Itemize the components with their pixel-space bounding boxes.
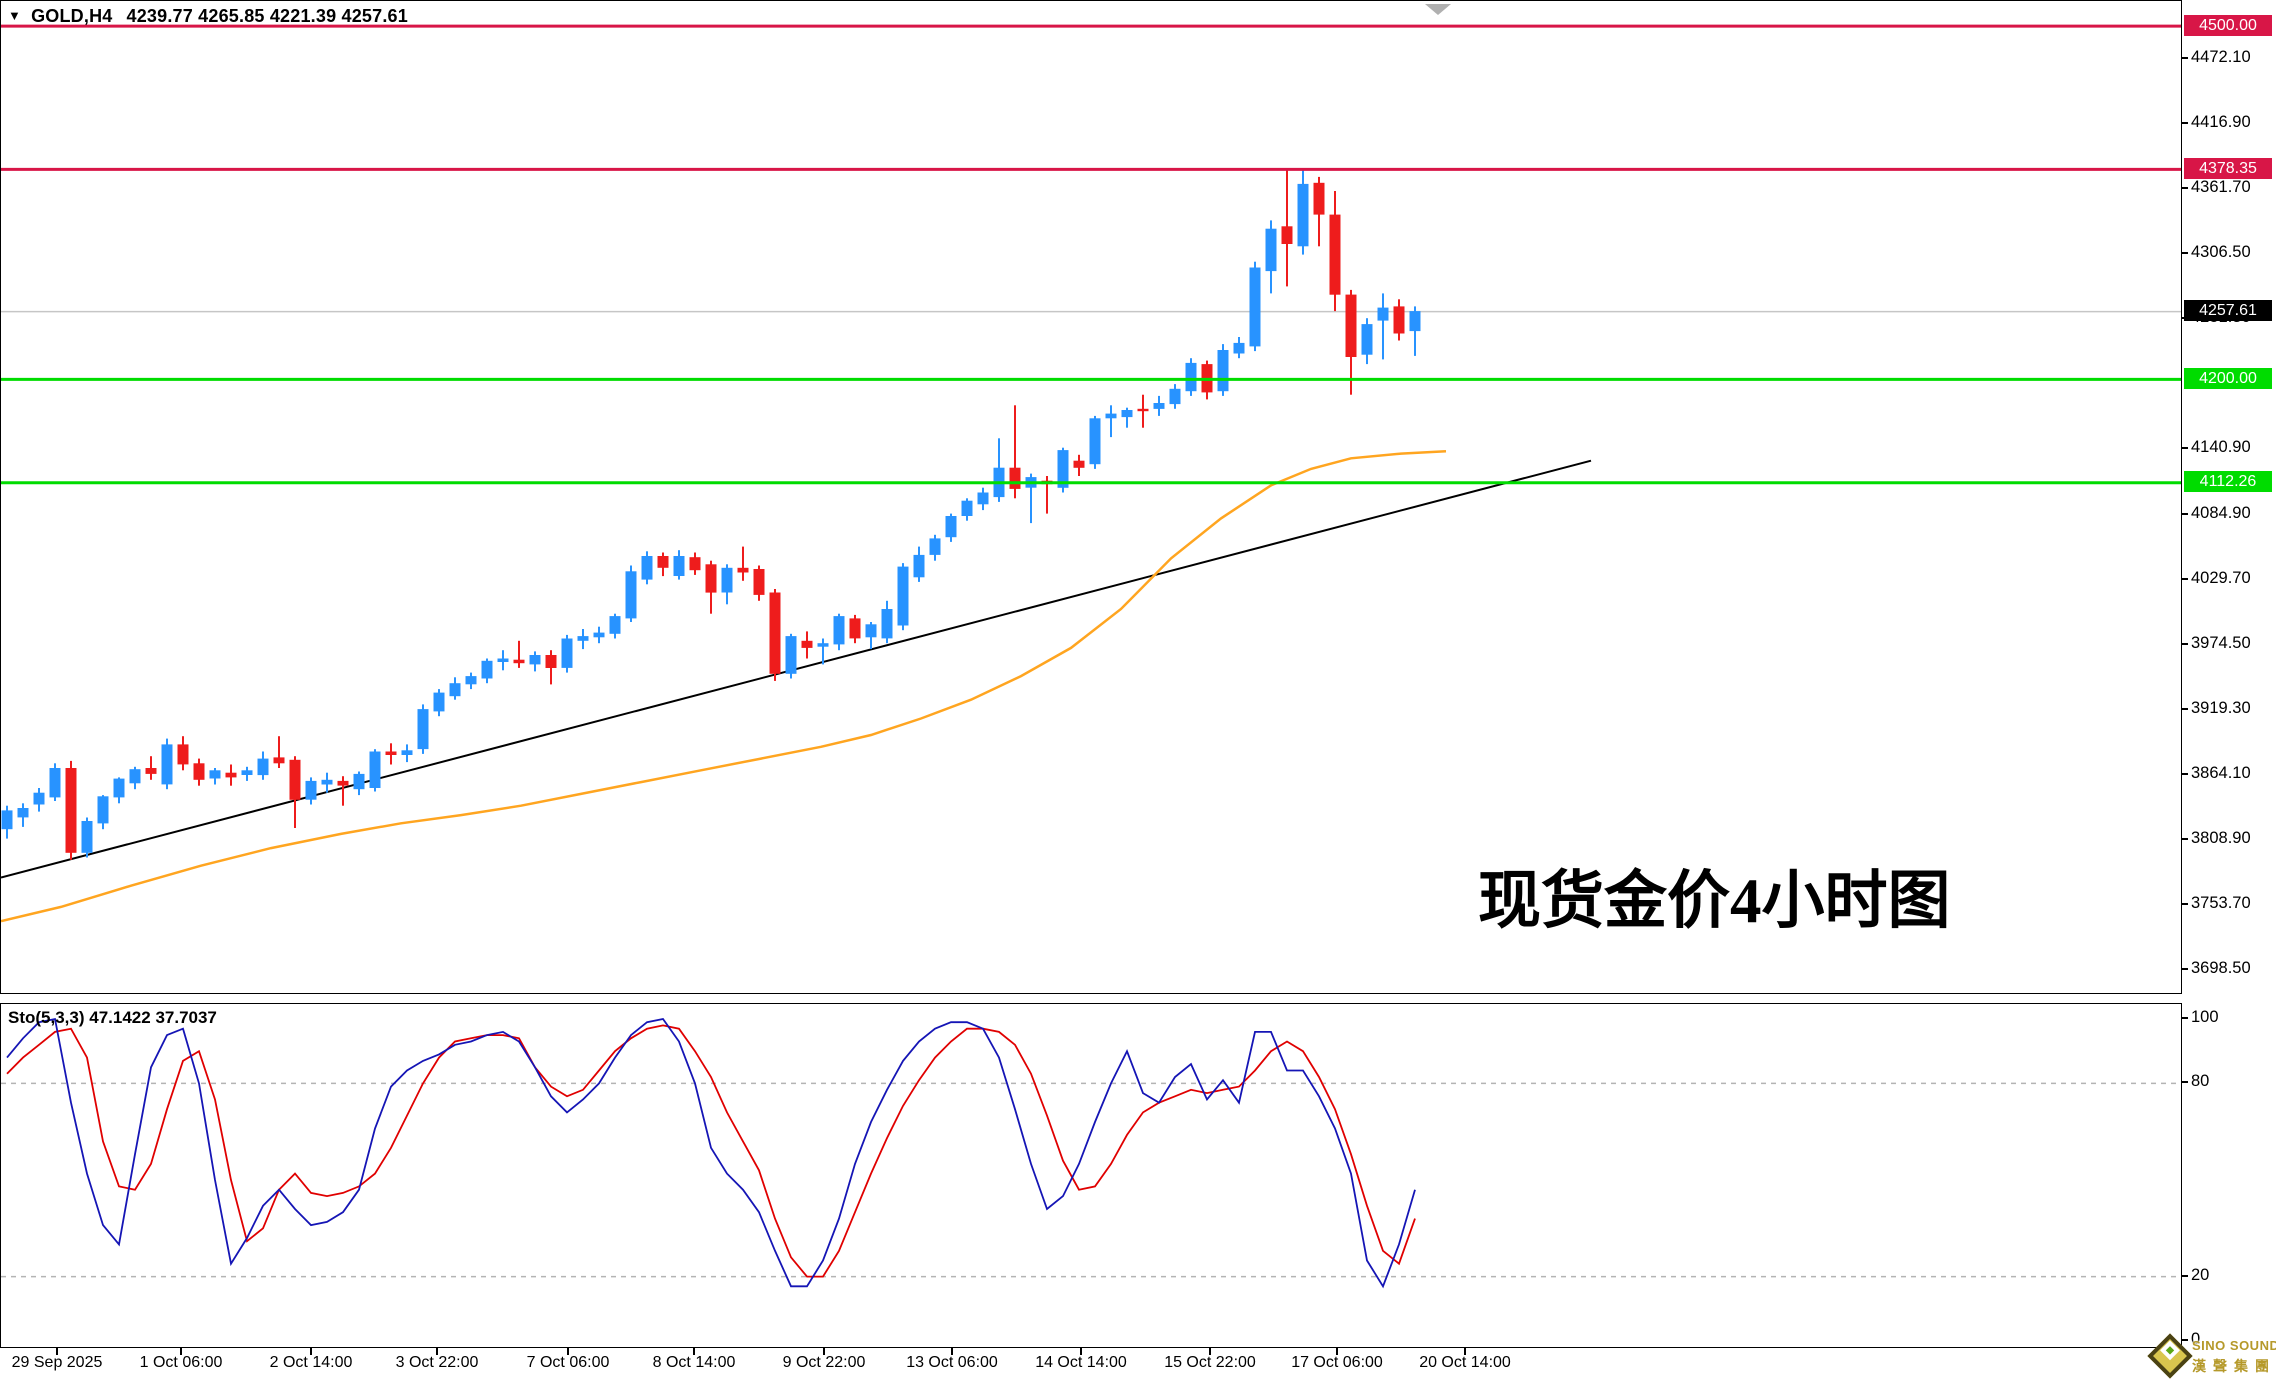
brand-watermark: SINO SOUND 漢聲集團 xyxy=(2147,1333,2276,1380)
chart-header: ▼ GOLD,H4 4239.77 4265.85 4221.39 4257.61 xyxy=(8,6,408,27)
time-tick-label: 15 Oct 22:00 xyxy=(1164,1354,1256,1371)
time-tick-label: 9 Oct 22:00 xyxy=(782,1354,866,1371)
stoch-tick xyxy=(2182,1017,2188,1019)
stoch-tick-label: 0 xyxy=(2191,1330,2201,1348)
price-chart-panel[interactable] xyxy=(0,0,2182,994)
time-tick xyxy=(1464,1348,1466,1355)
time-tick-label: 2 Oct 14:00 xyxy=(269,1354,353,1371)
price-tick-label: 4416.90 xyxy=(2191,113,2251,131)
price-tick-label: 3753.70 xyxy=(2191,894,2251,912)
price-tick-label: 3919.30 xyxy=(2191,699,2251,717)
time-axis[interactable]: 29 Sep 2025 1 Oct 06:00 2 Oct 14:00 3 Oct 2… xyxy=(0,1348,2276,1380)
price-badge-resistance: 4378.35 xyxy=(2184,158,2272,179)
stoch-tick-label: 100 xyxy=(2191,1008,2219,1026)
stoch-k-line xyxy=(6,1017,1416,1289)
price-badge-support: 4112.26 xyxy=(2184,471,2272,492)
price-tick-label: 3864.10 xyxy=(2191,764,2251,782)
time-tick-label: 29 Sep 2025 xyxy=(11,1354,103,1371)
price-tick xyxy=(2182,708,2188,710)
time-tick-label: 7 Oct 06:00 xyxy=(526,1354,610,1371)
time-tick-label: 8 Oct 14:00 xyxy=(652,1354,736,1371)
symbol-period-label: GOLD,H4 xyxy=(31,6,113,26)
time-tick xyxy=(823,1348,825,1355)
price-axis[interactable]: 4472.104416.904361.704306.504251.304140.… xyxy=(2182,0,2276,1348)
indicator-name: Sto(5,3,3) xyxy=(8,1008,85,1027)
price-tick xyxy=(2182,903,2188,905)
price-tick-label: 3808.90 xyxy=(2191,829,2251,847)
time-tick xyxy=(951,1348,953,1355)
data-end-marker-icon xyxy=(1425,4,1451,15)
price-tick xyxy=(2182,252,2188,254)
stoch-tick-label: 20 xyxy=(2191,1266,2210,1284)
brand-diamond-icon xyxy=(2147,1333,2193,1379)
time-tick xyxy=(1080,1348,1082,1355)
stoch-tick xyxy=(2182,1081,2188,1083)
time-tick xyxy=(180,1348,182,1355)
time-tick xyxy=(56,1348,58,1355)
price-badge-support: 4200.00 xyxy=(2184,368,2272,389)
stochastic-chart[interactable] xyxy=(1,1004,2181,1346)
price-badge-resistance: 4500.00 xyxy=(2184,15,2272,36)
time-tick xyxy=(693,1348,695,1355)
price-tick-label: 4472.10 xyxy=(2191,48,2251,66)
candles-layer xyxy=(1,169,1421,860)
stoch-tick xyxy=(2182,1275,2188,1277)
symbol-dropdown-icon[interactable]: ▼ xyxy=(8,8,22,23)
time-tick-label: 3 Oct 22:00 xyxy=(395,1354,479,1371)
price-tick xyxy=(2182,968,2188,970)
price-tick-label: 4306.50 xyxy=(2191,243,2251,261)
time-tick-label: 20 Oct 14:00 xyxy=(1419,1354,1511,1371)
time-tick xyxy=(310,1348,312,1355)
price-tick-label: 3974.50 xyxy=(2191,634,2251,652)
time-tick-label: 17 Oct 06:00 xyxy=(1291,1354,1383,1371)
brand-name-cn: 漢聲集團 xyxy=(2192,1358,2276,1374)
brand-name: SINO SOUND xyxy=(2192,1338,2276,1353)
price-tick xyxy=(2182,773,2188,775)
moving-average-line xyxy=(1,449,1447,923)
price-tick xyxy=(2182,838,2188,840)
price-tick-label: 4361.70 xyxy=(2191,178,2251,196)
price-tick-label: 3698.50 xyxy=(2191,959,2251,977)
time-tick-label: 1 Oct 06:00 xyxy=(139,1354,223,1371)
stoch-tick xyxy=(2182,1339,2188,1341)
ohlc-quote-label: 4239.77 4265.85 4221.39 4257.61 xyxy=(126,6,408,26)
price-tick xyxy=(2182,578,2188,580)
price-badge-current: 4257.61 xyxy=(2184,300,2272,321)
time-tick xyxy=(1336,1348,1338,1355)
price-tick xyxy=(2182,643,2188,645)
price-tick-label: 4029.70 xyxy=(2191,569,2251,587)
price-tick xyxy=(2182,122,2188,124)
price-tick xyxy=(2182,187,2188,189)
stochastic-panel[interactable] xyxy=(0,1003,2182,1348)
price-tick xyxy=(2182,513,2188,515)
price-tick xyxy=(2182,57,2188,59)
price-tick-label: 4084.90 xyxy=(2191,504,2251,522)
time-tick-label: 14 Oct 14:00 xyxy=(1035,1354,1127,1371)
indicator-label: Sto(5,3,3) 47.1422 37.7037 xyxy=(8,1008,217,1028)
time-tick-label: 13 Oct 06:00 xyxy=(906,1354,998,1371)
time-tick xyxy=(567,1348,569,1355)
stoch-d-line xyxy=(6,1024,1416,1278)
time-tick xyxy=(1209,1348,1211,1355)
price-tick-label: 4140.90 xyxy=(2191,438,2251,456)
stoch-tick-label: 80 xyxy=(2191,1072,2210,1090)
price-tick xyxy=(2182,447,2188,449)
chart-caption: 现货金价4小时图 xyxy=(1478,866,1951,936)
time-tick xyxy=(436,1348,438,1355)
candlestick-chart[interactable] xyxy=(1,1,2181,992)
indicator-values: 47.1422 37.7037 xyxy=(89,1008,217,1027)
